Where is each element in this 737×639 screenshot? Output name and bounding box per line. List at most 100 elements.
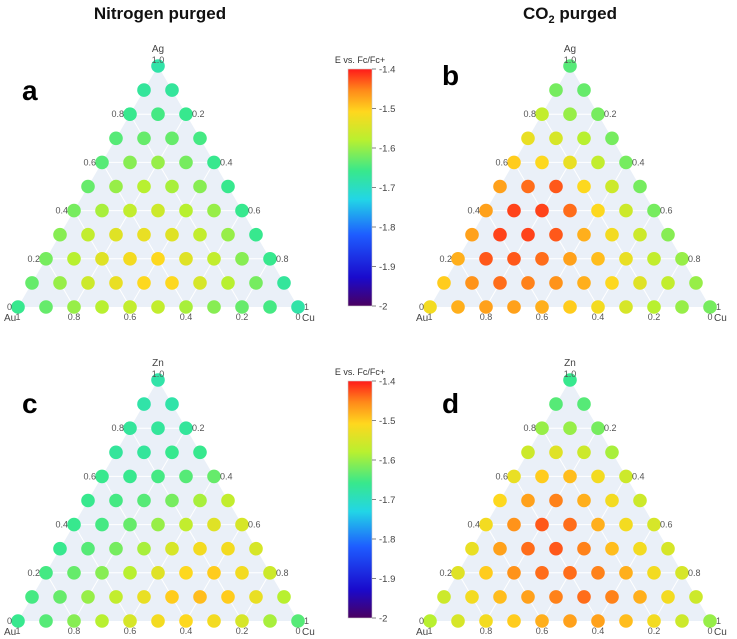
data-point: [647, 566, 661, 580]
data-point: [479, 300, 493, 314]
axis-tick-label: 0: [419, 302, 424, 312]
axis-tick-label: 0.8: [111, 423, 124, 433]
vertex-label-top: Ag: [152, 44, 164, 55]
colorbar-title: E vs. Fc/Fc+: [335, 55, 385, 65]
colorbar-bottom: E vs. Fc/Fc+-1.4 -1.5 -1.6 -1.7 -1.8 -1.9 -2: [335, 367, 396, 625]
data-point: [207, 614, 221, 628]
data-point: [179, 421, 193, 436]
data-point: [151, 155, 165, 170]
data-point: [619, 469, 633, 484]
data-point: [703, 614, 717, 628]
axis-tick-label: 0.6: [660, 206, 673, 216]
data-point: [563, 614, 577, 628]
axis-tick-label: 0.4: [592, 312, 605, 322]
data-point: [535, 469, 549, 484]
data-point: [521, 493, 535, 508]
data-point: [577, 131, 591, 146]
data-point: [109, 541, 123, 556]
data-point: [507, 300, 521, 314]
data-point: [549, 541, 563, 556]
data-point: [193, 276, 207, 290]
data-point: [123, 300, 137, 314]
ternary-background: [18, 66, 298, 307]
data-point: [123, 469, 137, 484]
axis-tick-label: 0.6: [536, 626, 549, 636]
data-point: [137, 276, 151, 290]
data-point: [577, 397, 591, 411]
data-point: [577, 276, 591, 290]
data-point: [179, 300, 193, 314]
data-point: [123, 421, 137, 436]
axis-tick-label: 0: [707, 626, 712, 636]
data-point: [661, 541, 675, 556]
data-point: [647, 517, 661, 532]
data-point: [563, 373, 577, 387]
data-point: [563, 421, 577, 436]
data-point: [165, 83, 179, 97]
data-point: [109, 227, 123, 242]
data-point: [437, 590, 451, 604]
data-point: [67, 614, 81, 628]
colorbar-tick-label: -1.5: [379, 104, 395, 115]
data-point: [221, 276, 235, 290]
data-point: [235, 203, 249, 218]
data-point: [193, 445, 207, 460]
axis-tick-label: 0: [7, 616, 12, 626]
column-title-co2-suffix: purged: [555, 4, 617, 23]
axis-tick-label: 0.6: [124, 626, 137, 636]
data-point: [619, 155, 633, 170]
colorbar-tick-label: -1.7: [379, 495, 395, 506]
data-point: [521, 590, 535, 604]
data-point: [151, 373, 165, 387]
data-point: [151, 566, 165, 580]
data-point: [493, 493, 507, 508]
axis-tick-label: 0.6: [83, 157, 96, 167]
data-point: [647, 251, 661, 266]
data-point: [179, 203, 193, 218]
data-point: [563, 517, 577, 532]
data-point: [221, 493, 235, 508]
axis-tick-label: 1: [427, 312, 432, 322]
axis-tick-label: 0.4: [220, 471, 233, 481]
data-point: [235, 251, 249, 266]
data-point: [549, 131, 563, 146]
data-point: [605, 493, 619, 508]
colorbar-top: E vs. Fc/Fc+-1.4 -1.5 -1.6 -1.7 -1.8 -1.9 -2: [335, 55, 396, 313]
axis-tick-label: 0.6: [495, 471, 508, 481]
data-point: [193, 493, 207, 508]
data-point: [67, 566, 81, 580]
axis-tick-label: 0.2: [192, 423, 205, 433]
axis-tick-label: 0.4: [632, 157, 645, 167]
axis-tick-label: 1: [15, 312, 20, 322]
data-point: [109, 131, 123, 146]
vertex-label-left: Au: [4, 627, 16, 638]
axis-tick-label: 0.6: [124, 312, 137, 322]
data-point: [151, 251, 165, 266]
data-point: [249, 276, 263, 290]
colorbar-tick-label: -1.8: [379, 535, 395, 546]
axis-tick-label: 0.4: [632, 471, 645, 481]
data-point: [619, 614, 633, 628]
colorbar-tick-label: -1.7: [379, 183, 395, 194]
axis-tick-label: 0: [419, 616, 424, 626]
data-point: [165, 276, 179, 290]
data-point: [39, 251, 53, 266]
axis-tick-label: 1: [304, 616, 309, 626]
axis-tick-label: 0.4: [180, 626, 193, 636]
data-point: [123, 203, 137, 218]
data-point: [249, 590, 263, 604]
data-point: [207, 300, 221, 314]
colorbar-tick-label: -1.9: [379, 262, 395, 273]
data-point: [661, 276, 675, 290]
data-point: [179, 566, 193, 580]
data-point: [605, 227, 619, 242]
data-point: [591, 203, 605, 218]
data-point: [109, 445, 123, 460]
data-point: [605, 590, 619, 604]
data-point: [179, 517, 193, 532]
colorbar-title: E vs. Fc/Fc+: [335, 367, 385, 377]
data-point: [619, 566, 633, 580]
data-point: [95, 469, 109, 484]
data-point: [123, 517, 137, 532]
data-point: [535, 107, 549, 121]
